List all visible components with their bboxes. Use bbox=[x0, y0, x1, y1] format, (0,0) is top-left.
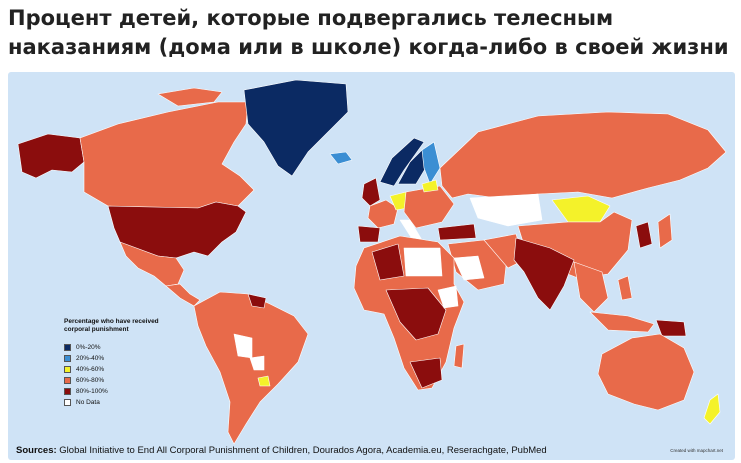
region-southeast-asia bbox=[573, 261, 609, 313]
region-philippines bbox=[617, 275, 633, 301]
region-libya-egypt bbox=[403, 247, 443, 277]
legend-item-20-40: 20%-40% bbox=[64, 353, 184, 364]
region-mongolia bbox=[551, 195, 611, 223]
region-iceland bbox=[329, 151, 353, 165]
page-title: Процент детей, которые подвергались теле… bbox=[8, 6, 729, 59]
legend-swatch bbox=[64, 355, 71, 362]
region-kazakhstan bbox=[469, 193, 543, 227]
legend-label: 0%-20% bbox=[76, 344, 101, 351]
legend-swatch bbox=[64, 377, 71, 384]
legend-item-no-data: No Data bbox=[64, 397, 184, 408]
legend-swatch bbox=[64, 399, 71, 406]
legend-swatch bbox=[64, 344, 71, 351]
region-algeria bbox=[371, 243, 405, 281]
region-russia bbox=[439, 111, 727, 199]
legend-title: Percentage who have received corporal pu… bbox=[64, 318, 159, 333]
legend-label: 80%-100% bbox=[76, 388, 108, 395]
region-india-pakistan bbox=[513, 237, 575, 311]
region-norway bbox=[379, 137, 425, 187]
region-korea-japan bbox=[635, 221, 653, 249]
region-uruguay bbox=[257, 375, 271, 387]
region-iberia bbox=[357, 225, 381, 243]
region-southern-africa bbox=[409, 357, 443, 389]
region-canada bbox=[79, 101, 255, 209]
region-new-zealand bbox=[703, 393, 721, 425]
legend-label: 40%-60% bbox=[76, 366, 105, 373]
region-madagascar bbox=[453, 343, 465, 369]
region-saudi-white bbox=[453, 255, 485, 281]
legend-item-0-20: 0%-20% bbox=[64, 342, 184, 353]
region-central-africa bbox=[385, 287, 447, 341]
region-paraguay bbox=[249, 355, 265, 371]
legend-label: 60%-80% bbox=[76, 377, 105, 384]
region-central-america bbox=[165, 283, 201, 307]
region-finland bbox=[421, 141, 441, 185]
region-guianas bbox=[247, 293, 267, 309]
sources-line: Sources: Global Initiative to End All Co… bbox=[16, 445, 547, 456]
region-south-america bbox=[193, 291, 309, 445]
region-alaska bbox=[17, 133, 85, 179]
region-greenland bbox=[243, 79, 349, 177]
region-horn bbox=[437, 285, 459, 309]
legend-item-40-60: 40%-60% bbox=[64, 364, 184, 375]
region-japan bbox=[657, 213, 673, 249]
region-turkey bbox=[437, 223, 477, 241]
legend-swatch bbox=[64, 366, 71, 373]
map-legend: Percentage who have received corporal pu… bbox=[64, 318, 184, 408]
world-map-svg bbox=[17, 79, 727, 445]
legend-item-80-100: 80%-100% bbox=[64, 386, 184, 397]
map-credit: Created with mapchart.net bbox=[670, 448, 723, 453]
sources-label: Sources: bbox=[16, 445, 57, 456]
sources-text: Global Initiative to End All Corporal Pu… bbox=[59, 445, 547, 456]
region-baltic bbox=[421, 179, 439, 193]
world-map: Percentage who have received corporal pu… bbox=[8, 72, 735, 460]
region-png bbox=[655, 319, 687, 337]
region-indonesia bbox=[589, 311, 655, 333]
legend-label: 20%-40% bbox=[76, 355, 105, 362]
region-france bbox=[367, 199, 399, 229]
legend-item-60-80: 60%-80% bbox=[64, 375, 184, 386]
region-central-europe bbox=[403, 185, 455, 229]
legend-label: No Data bbox=[76, 399, 100, 406]
region-canada-islands bbox=[157, 87, 223, 107]
region-australia bbox=[597, 333, 695, 411]
legend-swatch bbox=[64, 388, 71, 395]
region-uk-ireland bbox=[361, 177, 381, 207]
